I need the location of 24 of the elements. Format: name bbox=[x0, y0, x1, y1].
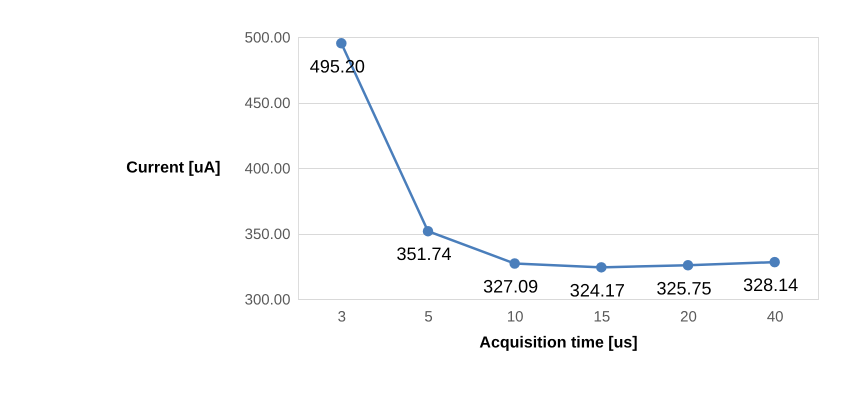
x-tick-label: 3 bbox=[338, 308, 346, 326]
data-label: 351.74 bbox=[396, 244, 452, 264]
point bbox=[336, 38, 347, 49]
y-tick-label: 350.00 bbox=[244, 226, 290, 243]
data-label: 327.09 bbox=[483, 276, 538, 297]
x-tick-label: 40 bbox=[766, 308, 784, 326]
y-axis-title: Current [uA] bbox=[126, 160, 220, 176]
point bbox=[509, 258, 520, 269]
y-tick-label: 500.00 bbox=[244, 30, 290, 46]
x-axis-title: Acquisition time [us] bbox=[479, 334, 638, 352]
y-tick-label: 450.00 bbox=[244, 95, 290, 112]
data-label: 328.14 bbox=[743, 275, 798, 296]
x-tick-label: 10 bbox=[506, 308, 524, 326]
x-tick-label: 20 bbox=[680, 308, 697, 326]
y-tick-label: 300.00 bbox=[244, 292, 290, 308]
y-tick-label: 400.00 bbox=[244, 160, 290, 178]
point bbox=[682, 260, 694, 270]
point bbox=[596, 262, 607, 273]
data-label: 324.17 bbox=[570, 280, 625, 300]
data-label: 325.75 bbox=[656, 278, 712, 298]
point bbox=[422, 226, 434, 236]
x-tick-label: 15 bbox=[593, 308, 610, 326]
point bbox=[769, 256, 780, 268]
x-tick-label: 5 bbox=[424, 308, 433, 326]
